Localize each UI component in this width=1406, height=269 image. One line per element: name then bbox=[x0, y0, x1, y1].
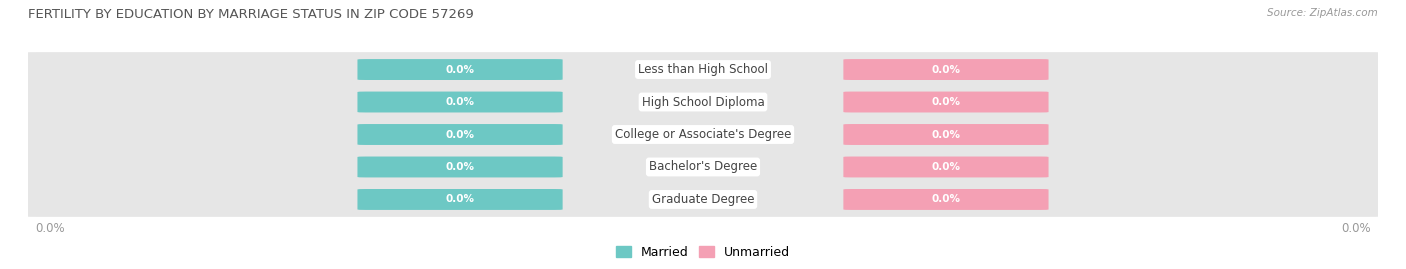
Text: 0.0%: 0.0% bbox=[931, 129, 960, 140]
Text: 0.0%: 0.0% bbox=[931, 65, 960, 75]
FancyBboxPatch shape bbox=[357, 59, 562, 80]
FancyBboxPatch shape bbox=[357, 124, 562, 145]
Text: 0.0%: 0.0% bbox=[446, 162, 475, 172]
FancyBboxPatch shape bbox=[844, 124, 1049, 145]
Text: Less than High School: Less than High School bbox=[638, 63, 768, 76]
FancyBboxPatch shape bbox=[14, 85, 1392, 119]
FancyBboxPatch shape bbox=[844, 157, 1049, 178]
Text: 0.0%: 0.0% bbox=[931, 97, 960, 107]
FancyBboxPatch shape bbox=[14, 182, 1392, 217]
Text: 0.0%: 0.0% bbox=[931, 194, 960, 204]
Text: FERTILITY BY EDUCATION BY MARRIAGE STATUS IN ZIP CODE 57269: FERTILITY BY EDUCATION BY MARRIAGE STATU… bbox=[28, 8, 474, 21]
FancyBboxPatch shape bbox=[844, 189, 1049, 210]
Text: 0.0%: 0.0% bbox=[35, 222, 65, 235]
FancyBboxPatch shape bbox=[357, 189, 562, 210]
FancyBboxPatch shape bbox=[14, 117, 1392, 152]
FancyBboxPatch shape bbox=[14, 150, 1392, 184]
FancyBboxPatch shape bbox=[357, 91, 562, 112]
Text: College or Associate's Degree: College or Associate's Degree bbox=[614, 128, 792, 141]
Text: Source: ZipAtlas.com: Source: ZipAtlas.com bbox=[1267, 8, 1378, 18]
Legend: Married, Unmarried: Married, Unmarried bbox=[612, 242, 794, 263]
Text: 0.0%: 0.0% bbox=[446, 129, 475, 140]
Text: 0.0%: 0.0% bbox=[1341, 222, 1371, 235]
Text: 0.0%: 0.0% bbox=[931, 162, 960, 172]
FancyBboxPatch shape bbox=[14, 52, 1392, 87]
FancyBboxPatch shape bbox=[844, 59, 1049, 80]
Text: 0.0%: 0.0% bbox=[446, 65, 475, 75]
Text: 0.0%: 0.0% bbox=[446, 194, 475, 204]
Text: Bachelor's Degree: Bachelor's Degree bbox=[650, 161, 756, 174]
FancyBboxPatch shape bbox=[357, 157, 562, 178]
FancyBboxPatch shape bbox=[844, 91, 1049, 112]
Text: Graduate Degree: Graduate Degree bbox=[652, 193, 754, 206]
Text: 0.0%: 0.0% bbox=[446, 97, 475, 107]
Text: High School Diploma: High School Diploma bbox=[641, 95, 765, 108]
